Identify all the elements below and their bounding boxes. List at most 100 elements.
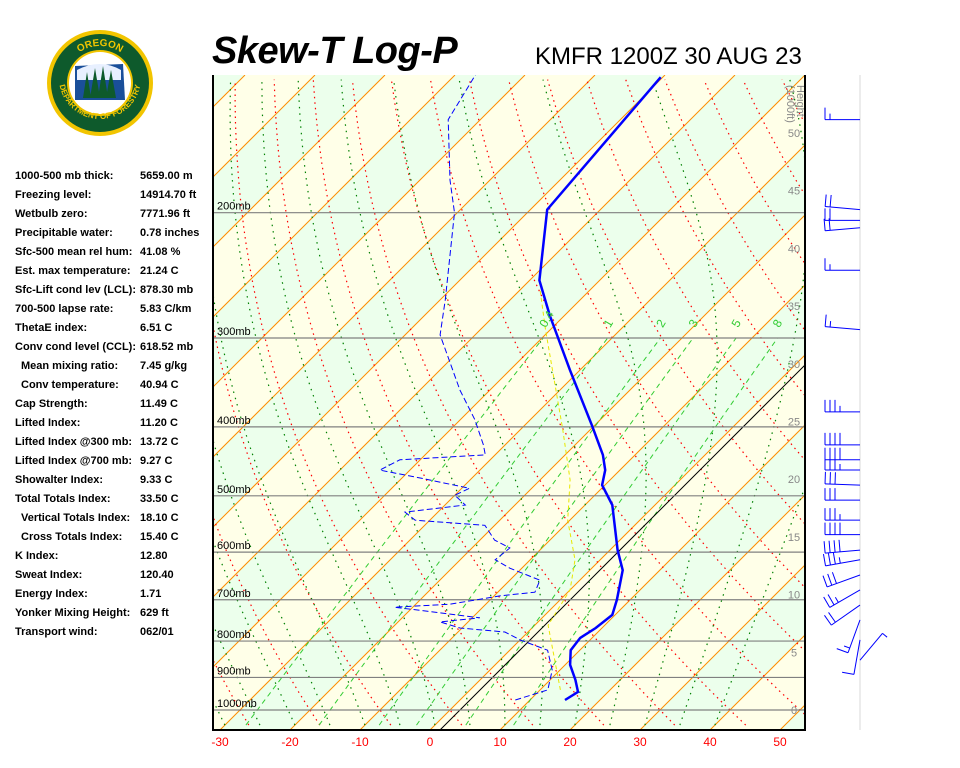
height-axis-label: Height [794, 85, 806, 117]
stat-value: 40.94 C [140, 379, 179, 391]
stat-label: Energy Index: [15, 588, 88, 600]
isotherm-band [360, 285, 805, 730]
dry-adiabat-line [742, 79, 805, 196]
stat-value: 18.10 C [140, 512, 179, 524]
wind-barb [824, 258, 860, 271]
pressure-label: 300mb [217, 326, 251, 338]
dry-adiabat-line [899, 80, 960, 726]
stat-label: Conv temperature: [21, 379, 119, 391]
dry-adiabat-line [781, 79, 805, 125]
plot-area [213, 75, 805, 730]
stat-label: Freezing level: [15, 189, 92, 201]
dry-adiabat-line [860, 80, 960, 726]
temperature-tick-label: 20 [563, 735, 577, 749]
dry-adiabat-line [938, 80, 960, 726]
dry-adiabat-line [586, 79, 805, 462]
sounding-profiles [378, 75, 662, 702]
wind-barb [822, 552, 861, 567]
zero-isotherm-line [439, 364, 805, 730]
wind-barb-flag [828, 218, 831, 231]
wind-barb-flag [836, 648, 849, 654]
wind-barb-flag [823, 541, 826, 554]
isotherm-band [850, 75, 960, 730]
wind-barb-flag [831, 572, 837, 584]
stat-value: 062/01 [140, 626, 174, 638]
wind-barb [823, 218, 861, 232]
stat-value: 618.52 mb [140, 341, 194, 353]
wind-barb-flag [827, 553, 831, 566]
dry-adiabat-line [468, 79, 805, 652]
wind-barb-staff [825, 227, 861, 232]
stat-value: 5659.00 m [140, 170, 193, 182]
stat-value: 11.20 C [140, 417, 178, 429]
mixing-ratio-label: 2 [653, 317, 669, 330]
dry-adiabat-line [821, 80, 960, 726]
stat-label: Sfc-500 mean rel hum: [15, 246, 133, 258]
moist-adiabat-line [340, 79, 506, 726]
wind-barb [824, 458, 860, 471]
temperature-tick-label: 40 [703, 735, 717, 749]
wind-barb [824, 488, 860, 501]
svg-text:OREGON: OREGON [75, 38, 125, 55]
stat-value: 5.83 C/km [140, 303, 192, 315]
oregon-department-of-forestry-logo: OREGON DEPARTMENT OF FORESTRY [47, 30, 153, 136]
stat-value: 1.71 [140, 588, 162, 600]
dewpoint-trace [378, 75, 553, 701]
wind-barb-flag [843, 645, 850, 649]
height-tick-label: 40 [788, 243, 800, 255]
wind-barb-flag [838, 539, 841, 552]
height-tick-label: 20 [788, 474, 800, 486]
wind-barb-flag [824, 314, 827, 327]
stat-label: Cross Totals Index: [21, 531, 123, 543]
isotherm-line [359, 284, 805, 730]
stat-value: 120.40 [140, 569, 174, 581]
pressure-label: 400mb [217, 415, 251, 427]
stat-label: Yonker Mixing Height: [15, 607, 131, 619]
isotherm-band [780, 705, 805, 730]
dry-adiabat-line [351, 79, 676, 726]
wind-barb-staff [859, 633, 883, 661]
mixing-ratio-line [465, 337, 737, 726]
dry-adiabat-line [312, 79, 605, 726]
mixing-ratio-label: 0.4 [536, 308, 557, 330]
stat-label: 1000-500 mb thick: [15, 170, 114, 182]
isotherm-band [213, 75, 735, 597]
stat-label: Vertical Totals Index: [21, 512, 131, 524]
height-tick-label: 50 [788, 128, 800, 140]
isotherm-band [430, 355, 805, 730]
wind-barb-flag [833, 540, 836, 553]
wind-barb-flag [824, 194, 827, 207]
dry-adiabat-line [508, 79, 805, 589]
mixing-ratio-line [378, 337, 661, 726]
wind-barb [824, 471, 861, 486]
pressure-label: 800mb [217, 629, 251, 641]
stat-value: 7771.96 ft [140, 208, 191, 220]
height-tick-label: 30 [788, 359, 800, 371]
isotherm-band [220, 145, 805, 730]
stat-value: 7.45 g/kg [140, 360, 188, 372]
wind-barb [824, 107, 860, 121]
height-tick-label: 35 [788, 301, 800, 313]
parcel-trace [539, 290, 576, 690]
dry-adiabat-line [703, 79, 805, 265]
moist-adiabat-line [679, 79, 805, 726]
isotherm-line [429, 354, 805, 730]
stat-value: 878.30 mb [140, 284, 194, 296]
pressure-label: 600mb [217, 540, 251, 552]
wind-barb-staff [825, 483, 861, 486]
pressure-label: 700mb [217, 588, 251, 600]
dry-adiabat-line [664, 79, 805, 332]
isotherm-line [219, 144, 805, 730]
wind-barb [824, 604, 861, 626]
wind-barb-flag [829, 320, 832, 328]
wind-barb [824, 432, 860, 446]
wind-barb [824, 508, 860, 521]
stat-label: Conv cond level (CCL): [15, 341, 137, 353]
stat-value: 11.49 C [140, 398, 178, 410]
wind-barb-flag [828, 612, 836, 623]
wind-barb [823, 589, 861, 608]
temperature-trace [538, 76, 662, 702]
moist-adiabat-line [714, 485, 805, 726]
wind-barb-staff [829, 589, 861, 608]
mixing-ratio-line [318, 337, 609, 726]
